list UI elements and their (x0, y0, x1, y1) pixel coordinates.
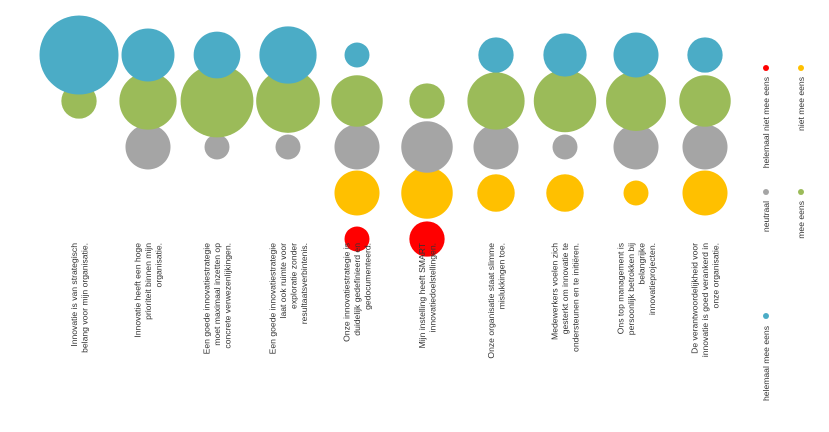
legend-label: helemaal mee eens (761, 326, 771, 401)
legend-label: helemaal niet mee eens (761, 77, 771, 168)
category-label-line: Onze innovatiestrategie is (342, 243, 352, 342)
bubble-layer (39, 15, 731, 257)
legend-swatch (798, 65, 804, 71)
category-label-10: De verantwoordelijkheid voor innovatie is… (690, 243, 721, 357)
category-label-line: Een goede innovatiestrategie (267, 243, 277, 355)
bubble-helemaal-mee-eens-5 (344, 42, 370, 68)
bubble-niet-mee-eens-7 (477, 174, 515, 212)
bubble-niet-mee-eens-8 (546, 174, 584, 212)
category-label-7: Onze organisatie staat slimme mislukkinge… (486, 243, 507, 359)
bubble-niet-mee-eens-6 (401, 167, 453, 219)
category-label-line: moet maximaal inzetten op (212, 243, 222, 346)
category-label-line: innovatiedoelstellingen. (427, 243, 437, 332)
bubble-mee-eens-8 (533, 69, 597, 133)
bubble-helemaal-niet-mee-eens-6 (409, 221, 445, 257)
category-label-5: Onze innovatiestrategie is duidelijk gede… (342, 243, 373, 342)
category-label-6: Mijn instelling heeft SMART innovatiedoel… (417, 242, 438, 348)
category-label-2: Innovatie heeft een hoge prioriteit binne… (133, 243, 164, 338)
category-label-line: Innovatie is van strategisch (69, 243, 79, 347)
category-label-line: innovatieprojecten. (647, 243, 657, 315)
bubble-neutraal-7 (473, 124, 519, 170)
category-label-line: Medewerkers voelen zich (550, 243, 560, 340)
legend-swatch (798, 189, 804, 195)
category-label-line: belangrijke (636, 243, 646, 285)
category-label-line: exploratie zonder (288, 243, 298, 309)
bubble-mee-eens-10 (679, 75, 731, 127)
bubble-helemaal-mee-eens-4 (259, 26, 317, 84)
category-label-line: innovatie is goed verankerd in (700, 243, 710, 357)
legend-item-mee-eens: mee eens (796, 189, 806, 239)
legend-item-neutraal: neutraal (761, 189, 771, 232)
category-label-line: Innovatie heeft een hoge (133, 243, 143, 338)
bubble-helemaal-mee-eens-8 (543, 33, 587, 77)
category-label-line: organisatie. (154, 243, 164, 287)
bubble-mee-eens-5 (331, 75, 383, 127)
bubble-neutraal-4 (275, 134, 301, 160)
legend-label: neutraal (761, 201, 771, 232)
category-label-line: duidelijk gedefinieerd en (352, 243, 362, 336)
bubble-neutraal-9 (613, 124, 659, 170)
category-label-line: Een goede innovatiestrategie (202, 243, 212, 355)
bubble-helemaal-mee-eens-9 (613, 32, 659, 78)
category-label-line: onze organisatie. (711, 243, 721, 308)
bubble-helemaal-mee-eens-1 (39, 15, 119, 95)
bubble-helemaal-mee-eens-2 (121, 28, 175, 82)
bubble-helemaal-niet-mee-eens-5 (344, 226, 370, 252)
category-label-line: concrete verwezenlijkingen. (223, 243, 233, 349)
bubble-neutraal-3 (204, 134, 230, 160)
legend-item-niet-mee-eens: niet mee eens (796, 65, 806, 131)
bubble-helemaal-mee-eens-3 (193, 31, 241, 79)
category-labels: Innovatie is van strategisch belang voor … (69, 242, 721, 358)
category-label-line: belang voor mijn organisatie. (79, 243, 89, 353)
bubble-neutraal-10 (682, 124, 728, 170)
bubble-mee-eens-4 (256, 69, 320, 133)
bubble-mee-eens-9 (606, 71, 666, 131)
category-label-line: De verantwoordelijkheid voor (690, 243, 700, 354)
category-label-line: persoonlijk betrokken bij (626, 243, 636, 335)
bubble-niet-mee-eens-10 (682, 170, 728, 216)
category-label-1: Innovatie is van strategisch belang voor … (69, 243, 90, 353)
bubble-neutraal-6 (401, 121, 453, 173)
legend-swatch (763, 65, 769, 71)
category-label-8: Medewerkers voelen zich gesterkt om innov… (550, 243, 581, 352)
legend-item-helemaal-niet-mee-eens: helemaal niet mee eens (761, 65, 771, 168)
category-label-line: mislukkingen toe. (496, 243, 506, 309)
category-label-line: laat ook ruimte voor (278, 243, 288, 319)
legend-label: niet mee eens (796, 77, 806, 131)
category-label-3: Een goede innovatiestrategie moet maximaa… (202, 243, 233, 355)
bubble-mee-eens-7 (467, 72, 525, 130)
legend-item-helemaal-mee-eens: helemaal mee eens (761, 313, 771, 401)
bubble-neutraal-8 (552, 134, 578, 160)
bubble-neutraal-5 (334, 124, 380, 170)
category-label-line: resultaatsverbintenis. (299, 243, 309, 324)
category-label-line: prioriteit binnen mijn (143, 243, 153, 320)
category-label-line: Ons top management is (615, 243, 625, 334)
bubble-helemaal-mee-eens-10 (687, 37, 723, 73)
bubble-mee-eens-2 (119, 72, 177, 130)
category-label-line: gedocumenteerd. (363, 243, 373, 310)
legend-swatch (763, 189, 769, 195)
bubble-niet-mee-eens-9 (623, 180, 649, 206)
category-label-line: ondersteunen en te initiëren. (571, 243, 581, 352)
bubble-mee-eens-6 (409, 83, 445, 119)
category-label-line: Mijn instelling heeft SMART (417, 242, 427, 348)
bubble-niet-mee-eens-5 (334, 170, 380, 216)
category-label-4: Een goede innovatiestrategie laat ook rui… (267, 243, 309, 355)
category-label-line: gesterkt om innovatie te (560, 243, 570, 334)
legend-label: mee eens (796, 201, 806, 239)
category-label-9: Ons top management is persoonlijk betrokk… (615, 243, 657, 335)
legend: helemaal niet mee eens niet mee eens neutr… (761, 65, 806, 401)
legend-swatch (763, 313, 769, 319)
bubble-neutraal-2 (125, 124, 171, 170)
bubble-mee-eens-3 (180, 64, 254, 138)
category-label-line: Onze organisatie staat slimme (486, 243, 496, 359)
bubble-helemaal-mee-eens-7 (478, 37, 514, 73)
